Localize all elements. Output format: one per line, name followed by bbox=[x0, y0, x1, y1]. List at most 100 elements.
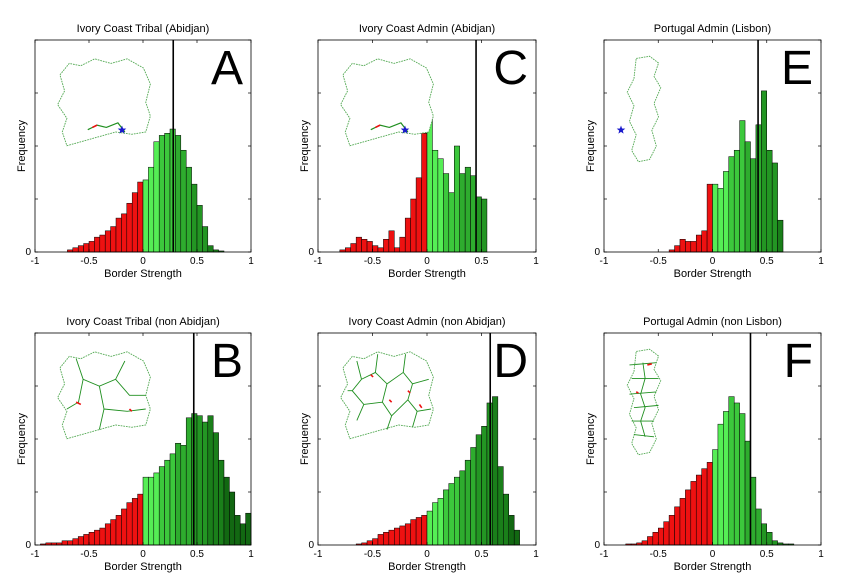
chart-panel-d: Ivory Coast Admin (non Abidjan) -1 -0.5 0 0.… bbox=[299, 316, 539, 573]
histogram-bar bbox=[464, 459, 471, 546]
histogram-bar bbox=[410, 519, 417, 546]
y-axis-label: Frequency bbox=[16, 120, 28, 172]
histogram-bar bbox=[641, 540, 648, 546]
histogram-bar bbox=[175, 135, 182, 253]
histogram-bar bbox=[454, 476, 460, 546]
histogram-bar bbox=[744, 141, 751, 253]
y-axis-label: Frequency bbox=[299, 120, 311, 172]
histogram-bar bbox=[77, 245, 84, 253]
histogram-bar bbox=[717, 188, 724, 253]
histogram-bar bbox=[121, 508, 128, 546]
histogram-bar bbox=[750, 476, 757, 546]
weak-borders bbox=[635, 363, 653, 394]
histogram-bar bbox=[437, 498, 444, 546]
histogram-bar bbox=[383, 239, 390, 253]
histogram-bar bbox=[196, 205, 203, 253]
x-axis-label: Border Strength bbox=[674, 561, 752, 573]
histogram-bar bbox=[766, 149, 773, 253]
histogram-bar bbox=[470, 447, 477, 546]
histogram-bar bbox=[674, 245, 681, 253]
histogram-bar bbox=[83, 534, 90, 546]
histogram-bar bbox=[137, 181, 144, 253]
histogram-bar bbox=[175, 442, 182, 546]
histogram-bar bbox=[372, 538, 379, 546]
country-outline bbox=[340, 351, 434, 440]
inset-map bbox=[340, 351, 434, 440]
histogram-bar bbox=[137, 493, 144, 546]
histogram-bar bbox=[350, 243, 357, 253]
histogram-bar bbox=[717, 423, 724, 546]
histogram-bar bbox=[712, 183, 719, 253]
histogram-bar bbox=[437, 158, 444, 253]
chart-title: Ivory Coast Admin (non Abidjan) bbox=[348, 316, 505, 328]
histogram-bar bbox=[394, 527, 400, 546]
histogram-bar bbox=[212, 432, 219, 546]
panel-letter: F bbox=[784, 335, 813, 388]
histogram-bar bbox=[761, 523, 768, 546]
histogram-bar bbox=[761, 90, 768, 253]
histogram-bar bbox=[207, 415, 214, 546]
histogram-bar bbox=[690, 241, 697, 253]
weak-borders bbox=[370, 374, 423, 409]
histogram-bar bbox=[410, 198, 417, 253]
histogram-bar bbox=[131, 192, 138, 253]
histogram-bar bbox=[169, 453, 176, 546]
x-tick-label: 0 bbox=[424, 256, 430, 267]
region-borders bbox=[629, 362, 659, 438]
histogram-bar bbox=[679, 239, 686, 253]
histogram-bar bbox=[755, 508, 762, 546]
histogram-bar bbox=[142, 476, 149, 546]
inset-map bbox=[626, 55, 662, 163]
x-tick-label: 0 bbox=[710, 549, 716, 560]
country-outline bbox=[57, 58, 151, 147]
weak-borders bbox=[375, 124, 381, 129]
x-axis-label: Border Strength bbox=[104, 268, 182, 280]
x-tick-label: 1 bbox=[248, 549, 254, 560]
histogram-bar bbox=[99, 234, 106, 253]
histogram-bar bbox=[388, 230, 395, 253]
x-tick-label: 0.5 bbox=[190, 549, 204, 560]
y-tick-label: 0 bbox=[308, 540, 314, 551]
histogram-bar bbox=[83, 243, 90, 253]
chart-title: Portugal Admin (Lisbon) bbox=[654, 23, 771, 35]
histogram-bar bbox=[728, 396, 735, 546]
panel-letter: C bbox=[493, 42, 528, 95]
histogram-bar bbox=[202, 421, 209, 546]
histogram-bar bbox=[766, 532, 773, 546]
histogram-bar bbox=[115, 217, 122, 253]
histogram-bar bbox=[104, 230, 111, 253]
x-tick-label: 0.5 bbox=[760, 256, 774, 267]
histogram-bar bbox=[148, 166, 155, 253]
histogram-bar bbox=[432, 149, 439, 253]
weak-borders bbox=[92, 124, 98, 129]
histogram-bar bbox=[126, 202, 133, 253]
histogram-bar bbox=[110, 519, 117, 546]
histogram-bar bbox=[701, 468, 708, 546]
region-borders bbox=[347, 354, 432, 430]
histogram-bar bbox=[366, 241, 373, 253]
y-tick-label: 0 bbox=[25, 540, 31, 551]
histogram-bar bbox=[196, 415, 203, 546]
histogram-bar bbox=[88, 241, 95, 253]
histogram-bar bbox=[121, 213, 128, 253]
histogram-bar bbox=[443, 173, 450, 253]
histogram-bar bbox=[404, 523, 411, 546]
histogram-bar bbox=[153, 141, 160, 253]
histogram-bar bbox=[739, 120, 746, 253]
histogram-bar bbox=[399, 236, 406, 253]
x-tick-label: 1 bbox=[533, 549, 539, 560]
histogram-bar bbox=[377, 247, 384, 253]
chart-panel-b: Ivory Coast Tribal (non Abidjan) -1 -0.5 0 0… bbox=[16, 316, 254, 573]
x-tick-label: -0.5 bbox=[80, 549, 98, 560]
histogram-bar bbox=[72, 247, 79, 253]
chart-panel-f: Portugal Admin (non Lisbon)-1 -0.5 0 0.5 10B… bbox=[585, 316, 824, 573]
histogram-bar bbox=[180, 445, 187, 546]
x-tick-label: -1 bbox=[31, 256, 40, 267]
histogram-bar bbox=[61, 540, 68, 546]
histogram-bar bbox=[148, 476, 155, 546]
x-tick-label: -0.5 bbox=[80, 256, 98, 267]
histogram-bar bbox=[464, 166, 471, 253]
histogram-bar bbox=[191, 183, 198, 253]
y-tick-label: 0 bbox=[25, 247, 31, 258]
